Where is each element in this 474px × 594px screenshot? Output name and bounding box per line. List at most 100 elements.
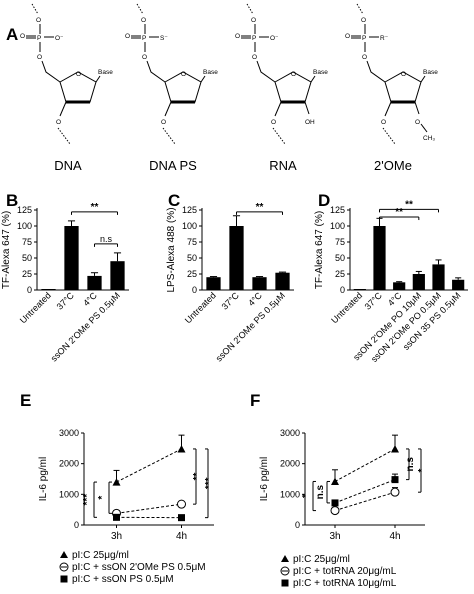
data-point-square: [391, 476, 399, 484]
series-line: [334, 491, 396, 512]
atom-label: P: [142, 35, 146, 42]
x-tick-label: 4°C: [246, 290, 264, 308]
significance-label: n.s: [405, 457, 416, 472]
bar: [452, 279, 465, 290]
bond: [382, 127, 396, 145]
y-tick-label: 25: [187, 269, 197, 279]
panel-letter-f: F: [250, 391, 260, 410]
atom-label: Base: [98, 69, 113, 76]
legend-label: pI:C + ssON 2'OMe PS 0.5μM: [72, 562, 206, 573]
y-axis-label: IL-6 pg/ml: [259, 457, 270, 501]
atom-label: O: [415, 119, 420, 126]
atom-label: O: [381, 119, 386, 126]
atom-label: O: [56, 119, 61, 126]
atom-label: O: [252, 54, 257, 61]
significance-label: ***: [204, 477, 215, 489]
y-tick-label: 50: [22, 253, 32, 263]
bond: [256, 60, 276, 83]
sugar-ring: [384, 71, 422, 103]
bond: [304, 101, 310, 115]
molecule-0: O O P O⁻ O O Base O DNA: [20, 3, 113, 173]
panel-letter-e: E: [20, 391, 31, 410]
data-point-circle: [177, 499, 186, 509]
y-tick-label: 3000: [59, 428, 79, 438]
atom-label: Base: [203, 69, 218, 76]
y-tick-label: 125: [17, 205, 32, 215]
atom-label: O: [362, 54, 367, 61]
bond: [420, 123, 428, 133]
data-point-circle: [330, 506, 340, 516]
bond: [420, 75, 426, 83]
legend-marker-square: [281, 579, 289, 587]
x-tick-label: Untreated: [18, 290, 53, 325]
y-tick-label: 75: [335, 237, 345, 247]
bond: [310, 75, 316, 83]
series-line: [334, 479, 396, 504]
bond: [41, 60, 61, 83]
bar: [252, 277, 267, 290]
y-axis-label: TF-Alexa 647 (%): [1, 211, 12, 289]
atom-label: CH₃: [423, 135, 435, 142]
y-tick-label: 0: [295, 520, 300, 530]
bar: [64, 226, 79, 290]
atom-label: O: [125, 33, 130, 40]
significance-label: **: [395, 207, 403, 218]
atom-label: P: [252, 35, 256, 42]
molecule-2: O O P O⁻ O O Base O OH RNA: [235, 3, 328, 173]
bond: [384, 101, 392, 117]
y-tick-label: 2000: [59, 459, 79, 469]
y-tick-label: 100: [182, 221, 197, 231]
atom-label: P: [37, 35, 41, 42]
atom-label: O: [76, 71, 81, 78]
y-tick-label: 2000: [280, 459, 300, 469]
x-tick-label: 4°C: [81, 290, 99, 308]
atom-label: O: [36, 17, 41, 24]
atom-label: OH: [305, 119, 315, 126]
series-line: [334, 448, 396, 482]
x-tick-label: 37°C: [55, 290, 77, 312]
bond: [162, 127, 176, 145]
atom-label: O: [181, 71, 186, 78]
molecule-1: O O P S⁻ O O Base O DNA PS: [125, 3, 218, 173]
x-tick-label: Untreated: [183, 290, 218, 325]
atom-label: O⁻: [55, 35, 64, 42]
bond: [356, 3, 364, 15]
legend-label: pI:C + ssON PS 0.5μM: [72, 574, 174, 585]
panel-letter-d: D: [318, 191, 330, 210]
bond: [200, 75, 206, 83]
data-point-square: [331, 499, 339, 507]
series-line: [116, 448, 182, 483]
bar: [110, 261, 125, 290]
bond: [274, 101, 282, 117]
data-point-triangle: [331, 477, 339, 485]
significance-label: *: [417, 469, 428, 473]
bond: [272, 127, 286, 145]
bar: [412, 274, 425, 290]
data-point-square: [178, 514, 185, 522]
y-tick-label: 75: [187, 237, 197, 247]
legend-label: pI:C 25μg/ml: [293, 554, 350, 565]
y-tick-label: 1000: [59, 489, 79, 499]
bar: [206, 277, 221, 290]
panel-letter-c: C: [168, 191, 180, 210]
atom-label: O: [235, 33, 240, 40]
atom-label: O: [20, 33, 25, 40]
x-tick-label: 37°C: [220, 290, 242, 312]
molecule-name: DNA: [54, 158, 82, 173]
atom-label: Base: [423, 69, 438, 76]
legend-label: pI:C + totRNA 10μg/mL: [293, 578, 397, 589]
x-tick-label: 4h: [389, 531, 400, 542]
significance-label: **: [91, 202, 99, 213]
x-tick-label: 3h: [329, 531, 340, 542]
y-tick-label: 100: [17, 221, 32, 231]
atom-label: O: [142, 54, 147, 61]
atom-label: O: [37, 54, 42, 61]
atom-label: O: [141, 17, 146, 24]
significance-label: *: [301, 494, 312, 498]
atom-label: S⁻: [160, 35, 168, 42]
atom-label: O: [161, 119, 166, 126]
bond: [146, 60, 166, 83]
x-tick-label: 3h: [111, 531, 122, 542]
x-tick-label: 4h: [176, 531, 187, 542]
